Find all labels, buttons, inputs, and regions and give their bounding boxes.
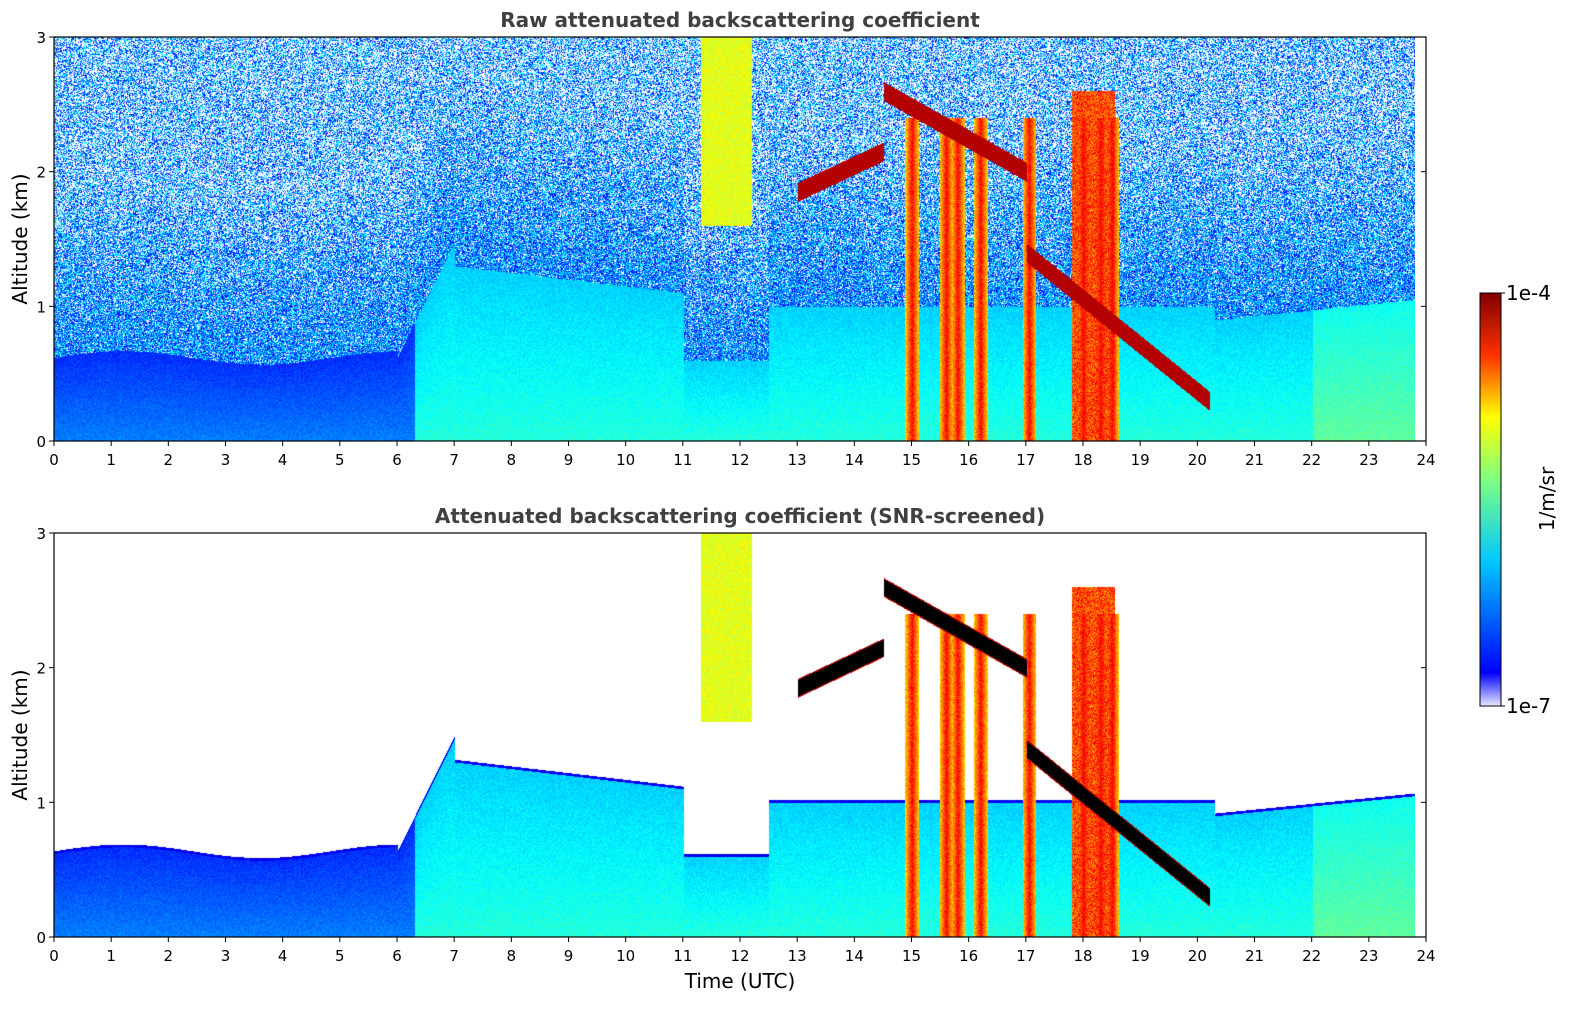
x-tick-label: 8: [507, 947, 517, 965]
x-tick-label: 6: [392, 947, 402, 965]
x-tick-label: 16: [959, 947, 978, 965]
screened-backscatter-panel: Attenuated backscattering coefficient (S…: [8, 504, 1436, 993]
x-tick-label: 24: [1416, 451, 1435, 469]
panel2-y-ticks: 0 1 2 3: [36, 525, 1426, 947]
x-tick-label: 2: [164, 947, 174, 965]
y-tick-label: 3: [36, 29, 46, 47]
x-tick-label: 9: [564, 947, 574, 965]
colorbar: 1e-4 1e-7 1/m/sr: [1479, 281, 1559, 718]
x-tick-label: 8: [507, 451, 517, 469]
x-tick-label: 20: [1188, 947, 1207, 965]
x-tick-label: 19: [1131, 947, 1150, 965]
colorbar-max-label: 1e-4: [1506, 281, 1551, 305]
x-tick-label: 5: [335, 451, 345, 469]
panel2-ylabel: Altitude (km): [8, 669, 32, 800]
y-tick-label: 2: [36, 660, 46, 678]
x-tick-label: 10: [616, 947, 635, 965]
x-tick-label: 15: [902, 947, 921, 965]
x-tick-label: 19: [1131, 451, 1150, 469]
heatmap-raster: [54, 37, 1415, 441]
raw-heatmap: [54, 37, 1415, 441]
x-tick-label: 10: [616, 451, 635, 469]
x-tick-label: 11: [673, 451, 692, 469]
colorbar-min-label: 1e-7: [1506, 694, 1551, 718]
x-tick-label: 0: [49, 451, 59, 469]
x-tick-label: 7: [449, 947, 459, 965]
panel2-title: Attenuated backscattering coefficient (S…: [435, 504, 1045, 528]
x-tick-label: 6: [392, 451, 402, 469]
x-tick-label: 3: [221, 947, 231, 965]
x-tick-label: 13: [788, 451, 807, 469]
colorbar-unit-label: 1/m/sr: [1535, 466, 1559, 531]
y-tick-label: 1: [36, 794, 46, 812]
x-tick-label: 22: [1302, 947, 1321, 965]
x-tick-label: 11: [673, 947, 692, 965]
x-tick-label: 23: [1359, 451, 1378, 469]
y-tick-label: 2: [36, 164, 46, 182]
screened-heatmap: [54, 533, 1415, 937]
x-tick-label: 3: [221, 451, 231, 469]
panel1-y-ticks: 0 1 2 3: [36, 29, 1426, 451]
panel1-ylabel: Altitude (km): [8, 173, 32, 304]
panel2-xlabel: Time (UTC): [684, 969, 796, 993]
x-tick-label: 14: [845, 947, 864, 965]
x-tick-label: 4: [278, 451, 288, 469]
x-tick-label: 23: [1359, 947, 1378, 965]
panel1-title: Raw attenuated backscattering coefficien…: [500, 8, 980, 32]
x-tick-label: 21: [1245, 451, 1264, 469]
x-tick-label: 9: [564, 451, 574, 469]
heatmap-raster: [54, 533, 1415, 937]
colorbar-frame: [1479, 292, 1502, 707]
x-tick-label: 15: [902, 451, 921, 469]
x-tick-label: 0: [49, 947, 59, 965]
x-tick-label: 13: [788, 947, 807, 965]
x-tick-label: 17: [1016, 947, 1035, 965]
y-tick-label: 3: [36, 525, 46, 543]
x-tick-label: 16: [959, 451, 978, 469]
x-tick-label: 12: [730, 451, 749, 469]
x-tick-label: 22: [1302, 451, 1321, 469]
x-tick-label: 17: [1016, 451, 1035, 469]
x-tick-label: 21: [1245, 947, 1264, 965]
x-tick-label: 2: [164, 451, 174, 469]
x-tick-label: 7: [449, 451, 459, 469]
x-tick-label: 1: [106, 451, 116, 469]
x-tick-label: 14: [845, 451, 864, 469]
y-tick-label: 1: [36, 298, 46, 316]
colorbar-gradient: [1480, 293, 1501, 706]
x-tick-label: 24: [1416, 947, 1435, 965]
x-tick-label: 20: [1188, 451, 1207, 469]
raw-backscatter-panel: Raw attenuated backscattering coefficien…: [8, 8, 1436, 469]
x-tick-label: 18: [1073, 451, 1092, 469]
panel2-x-ticks: 0 1 2 3 4 5 6 7 8 9 10 11 12 13 14 15 16 17 18 19 20 21 22 23 24: [49, 937, 1436, 965]
x-tick-label: 4: [278, 947, 288, 965]
x-tick-label: 18: [1073, 947, 1092, 965]
y-tick-label: 0: [36, 433, 46, 451]
y-tick-label: 0: [36, 929, 46, 947]
x-tick-label: 12: [730, 947, 749, 965]
x-tick-label: 5: [335, 947, 345, 965]
x-tick-label: 1: [106, 947, 116, 965]
panel1-x-ticks: 0 1 2 3 4 5 6 7 8 9 10 11 12 13 14 15 16 17 18 19 20 21 22 23 24: [49, 441, 1436, 469]
